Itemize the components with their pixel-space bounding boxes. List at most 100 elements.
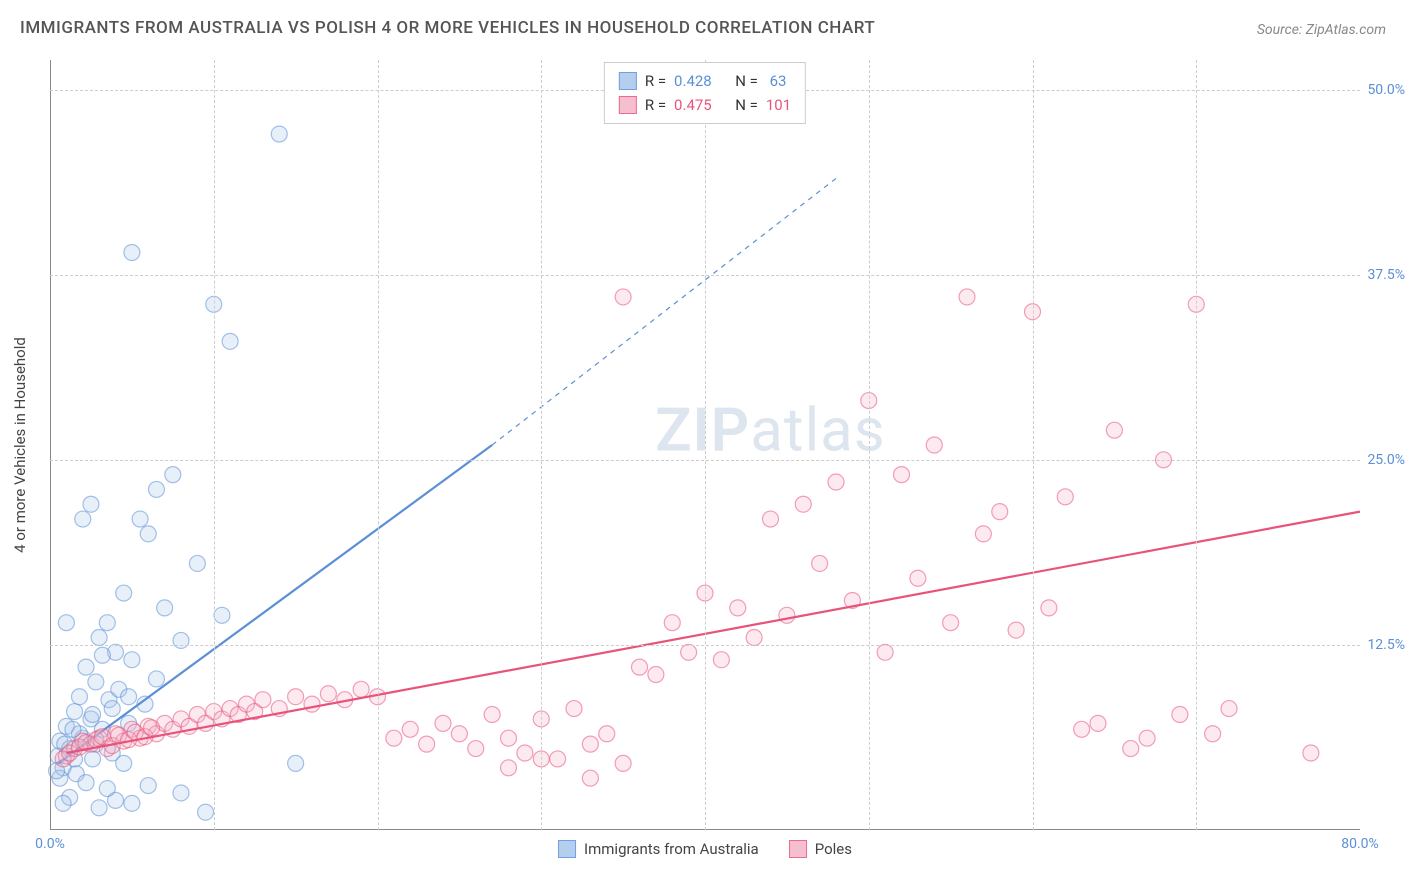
scatter-point-pol xyxy=(402,721,418,737)
scatter-point-aus xyxy=(124,245,140,261)
scatter-point-pol xyxy=(779,607,795,623)
scatter-point-aus xyxy=(121,689,137,705)
scatter-point-pol xyxy=(451,726,467,742)
scatter-point-aus xyxy=(271,126,287,142)
scatter-point-pol xyxy=(255,692,271,708)
gridline-v xyxy=(1196,60,1197,830)
swatch-aus xyxy=(619,72,637,90)
scatter-point-aus xyxy=(189,555,205,571)
scatter-point-aus xyxy=(173,785,189,801)
scatter-point-pol xyxy=(648,667,664,683)
scatter-point-aus xyxy=(140,778,156,794)
gridline-v xyxy=(1033,60,1034,830)
scatter-point-pol xyxy=(435,715,451,731)
r-label: R = xyxy=(645,69,666,93)
scatter-point-pol xyxy=(615,755,631,771)
scatter-point-pol xyxy=(975,526,991,542)
scatter-point-aus xyxy=(173,632,189,648)
scatter-point-aus xyxy=(148,671,164,687)
scatter-point-aus xyxy=(91,630,107,646)
scatter-point-pol xyxy=(992,504,1008,520)
x-tick-label: 80.0% xyxy=(1341,836,1379,852)
scatter-point-aus xyxy=(99,615,115,631)
scatter-point-aus xyxy=(148,481,164,497)
scatter-point-pol xyxy=(943,615,959,631)
scatter-point-pol xyxy=(484,707,500,723)
scatter-point-pol xyxy=(632,659,648,675)
scatter-point-aus xyxy=(55,795,71,811)
legend-swatch-aus xyxy=(558,840,576,858)
scatter-point-pol xyxy=(1205,726,1221,742)
legend-item-aus: Immigrants from Australia xyxy=(558,840,759,858)
plot-region: 12.5%25.0%37.5%50.0% 0.0%80.0% xyxy=(50,60,1360,830)
scatter-point-pol xyxy=(746,630,762,646)
scatter-point-aus xyxy=(85,751,101,767)
swatch-pol xyxy=(619,96,637,114)
scatter-point-aus xyxy=(165,467,181,483)
scatter-point-pol xyxy=(1041,600,1057,616)
scatter-point-pol xyxy=(1139,730,1155,746)
scatter-point-aus xyxy=(104,701,120,717)
scatter-point-pol xyxy=(763,511,779,527)
scatter-point-pol xyxy=(599,726,615,742)
scatter-point-aus xyxy=(83,496,99,512)
scatter-point-pol xyxy=(1303,745,1319,761)
scatter-point-pol xyxy=(517,745,533,761)
y-axis-line xyxy=(50,60,51,830)
scatter-point-pol xyxy=(910,570,926,586)
scatter-point-pol xyxy=(304,696,320,712)
scatter-point-aus xyxy=(78,659,94,675)
scatter-point-aus xyxy=(157,600,173,616)
r-value-pol: 0.475 xyxy=(674,93,712,117)
scatter-point-aus xyxy=(124,652,140,668)
scatter-point-pol xyxy=(1106,422,1122,438)
legend-label-pol: Poles xyxy=(815,840,852,858)
scatter-point-pol xyxy=(681,644,697,660)
scatter-point-aus xyxy=(67,704,83,720)
scatter-point-pol xyxy=(959,289,975,305)
scatter-point-pol xyxy=(713,652,729,668)
legend-label-aus: Immigrants from Australia xyxy=(584,840,759,858)
scatter-point-pol xyxy=(144,720,160,736)
scatter-point-pol xyxy=(1090,715,1106,731)
scatter-point-aus xyxy=(140,526,156,542)
scatter-point-pol xyxy=(1074,721,1090,737)
chart-title: IMMIGRANTS FROM AUSTRALIA VS POLISH 4 OR… xyxy=(20,18,875,38)
scatter-point-aus xyxy=(58,615,74,631)
scatter-point-pol xyxy=(386,730,402,746)
scatter-point-pol xyxy=(353,681,369,697)
scatter-point-pol xyxy=(566,701,582,717)
scatter-point-aus xyxy=(222,333,238,349)
gridline-v xyxy=(705,60,706,830)
source-attribution: Source: ZipAtlas.com xyxy=(1257,19,1386,38)
scatter-point-pol xyxy=(1172,707,1188,723)
scatter-point-pol xyxy=(1123,741,1139,757)
scatter-point-pol xyxy=(288,689,304,705)
y-axis-label: 4 or more Vehicles in Household xyxy=(11,337,29,553)
scatter-point-aus xyxy=(71,689,87,705)
scatter-point-pol xyxy=(664,615,680,631)
y-tick-label: 50.0% xyxy=(1367,82,1405,98)
scatter-point-pol xyxy=(828,474,844,490)
trend-line-dash-aus xyxy=(492,178,836,445)
x-tick-label: 0.0% xyxy=(35,836,65,852)
gridline-v xyxy=(869,60,870,830)
scatter-point-aus xyxy=(78,775,94,791)
scatter-point-pol xyxy=(730,600,746,616)
gridline-v xyxy=(214,60,215,830)
source-name: ZipAtlas.com xyxy=(1306,22,1386,38)
scatter-point-pol xyxy=(877,644,893,660)
y-tick-label: 37.5% xyxy=(1367,267,1405,283)
scatter-point-pol xyxy=(894,467,910,483)
scatter-point-aus xyxy=(91,800,107,816)
scatter-point-pol xyxy=(501,760,517,776)
stats-row-pol: R = 0.475 N = 101 xyxy=(619,93,791,117)
scatter-point-aus xyxy=(132,511,148,527)
scatter-point-aus xyxy=(99,781,115,797)
scatter-point-aus xyxy=(94,647,110,663)
scatter-point-pol xyxy=(582,736,598,752)
y-tick-label: 12.5% xyxy=(1367,637,1405,653)
chart-area: 4 or more Vehicles in Household ZIPatlas… xyxy=(50,60,1360,830)
stats-row-aus: R = 0.428 N = 63 xyxy=(619,69,791,93)
scatter-point-pol xyxy=(615,289,631,305)
